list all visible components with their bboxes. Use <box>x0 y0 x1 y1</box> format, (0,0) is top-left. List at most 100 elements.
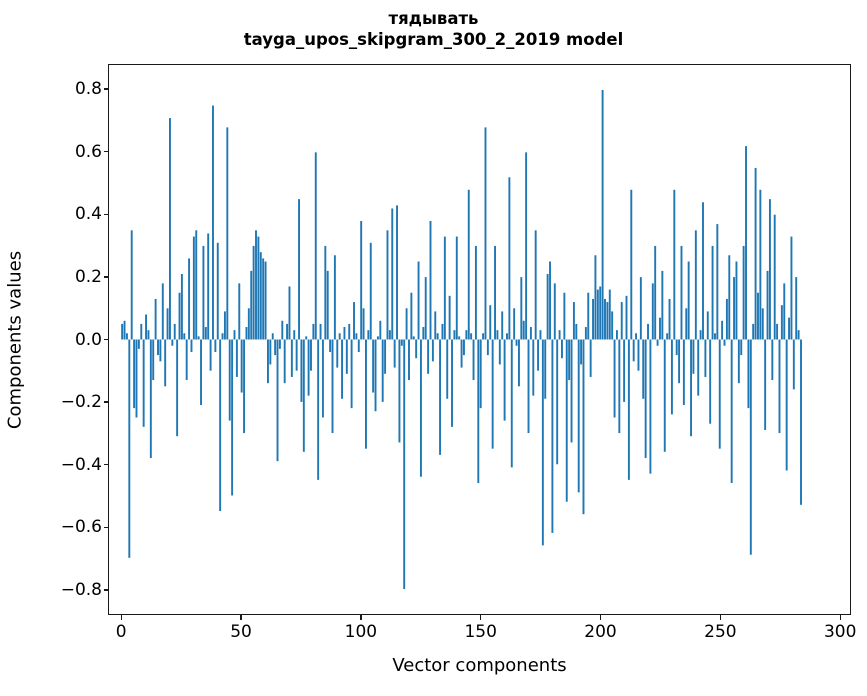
bar <box>625 295 628 340</box>
bar <box>128 339 131 558</box>
bar <box>718 339 721 449</box>
bar <box>123 320 126 340</box>
bar <box>491 339 494 449</box>
bar <box>357 339 360 352</box>
x-tick-mark <box>480 615 482 620</box>
bar <box>321 339 324 418</box>
bar <box>517 339 520 387</box>
bar <box>525 152 528 340</box>
bar <box>539 330 542 340</box>
x-tick-label: 300 <box>823 622 857 642</box>
bar <box>360 220 363 340</box>
bar <box>647 323 649 340</box>
bar <box>551 339 554 533</box>
bar <box>606 302 609 340</box>
bar <box>286 323 289 340</box>
bar <box>479 339 482 409</box>
bar <box>599 286 602 340</box>
bar <box>341 339 344 399</box>
y-tick-label: 0.6 <box>74 141 102 162</box>
y-tick-mark <box>104 151 109 153</box>
bar <box>262 258 265 340</box>
bar <box>329 339 332 352</box>
bar <box>711 245 714 340</box>
bar <box>582 339 585 515</box>
bar <box>642 339 645 399</box>
bar <box>226 127 229 340</box>
bar <box>615 330 618 340</box>
bar <box>398 339 401 443</box>
bar <box>735 261 738 340</box>
bar <box>601 89 604 340</box>
bar <box>207 233 210 340</box>
bar <box>721 320 724 340</box>
bar <box>510 339 513 468</box>
bar <box>639 277 642 340</box>
bar <box>463 339 465 356</box>
bar <box>778 339 781 434</box>
bar <box>173 323 176 340</box>
bar <box>204 327 207 340</box>
x-tick-label: 0 <box>115 622 127 642</box>
bar <box>441 323 444 340</box>
bar <box>651 283 654 340</box>
bar <box>670 339 673 415</box>
bar <box>589 339 592 377</box>
bar <box>451 339 453 427</box>
bar <box>558 330 561 340</box>
bar <box>192 236 195 340</box>
bar <box>513 308 516 340</box>
bar <box>725 298 728 340</box>
bar <box>278 339 281 349</box>
x-tick-labels: 0 50 100 150 200 250 300 <box>108 622 857 648</box>
bar <box>276 339 279 462</box>
bar <box>465 330 468 340</box>
bar <box>257 236 260 340</box>
bar-series <box>121 89 802 590</box>
bar <box>439 339 442 455</box>
bar <box>699 330 702 340</box>
bar <box>656 339 659 346</box>
y-tick-labels: 0.8 0.6 0.4 0.2 0.0 −0.2 −0.4 −0.6 −0.8 <box>8 64 102 615</box>
x-tick-mark <box>240 615 242 620</box>
bar <box>216 242 219 340</box>
bar <box>302 339 305 452</box>
bar <box>345 339 348 374</box>
bar <box>687 261 690 340</box>
bar <box>474 245 477 340</box>
bar <box>482 333 485 340</box>
bar <box>152 339 155 381</box>
bar <box>429 220 432 340</box>
bar <box>448 295 451 340</box>
bar <box>565 339 568 502</box>
bar <box>556 339 559 465</box>
bar <box>792 339 795 390</box>
bar <box>532 339 535 396</box>
bar <box>202 245 205 340</box>
y-tick-label: −0.2 <box>60 392 102 413</box>
bar <box>627 339 630 480</box>
bar <box>790 236 793 340</box>
bar <box>228 339 231 421</box>
bar <box>780 305 783 340</box>
bar <box>563 292 566 340</box>
bar <box>180 273 183 340</box>
bar <box>317 339 320 480</box>
bar <box>130 230 133 340</box>
bar <box>243 339 246 434</box>
bar <box>376 336 379 340</box>
bar <box>520 277 523 340</box>
bar <box>690 339 693 437</box>
bar <box>197 336 200 340</box>
bar <box>795 277 798 340</box>
bar <box>274 339 277 356</box>
bar <box>537 339 540 371</box>
bar <box>541 339 544 546</box>
bar <box>608 289 611 340</box>
bar <box>154 298 157 340</box>
bar <box>446 339 449 399</box>
bar <box>223 311 226 340</box>
bar <box>353 302 355 340</box>
x-axis-label: Vector components <box>392 655 567 676</box>
bar <box>267 339 269 384</box>
